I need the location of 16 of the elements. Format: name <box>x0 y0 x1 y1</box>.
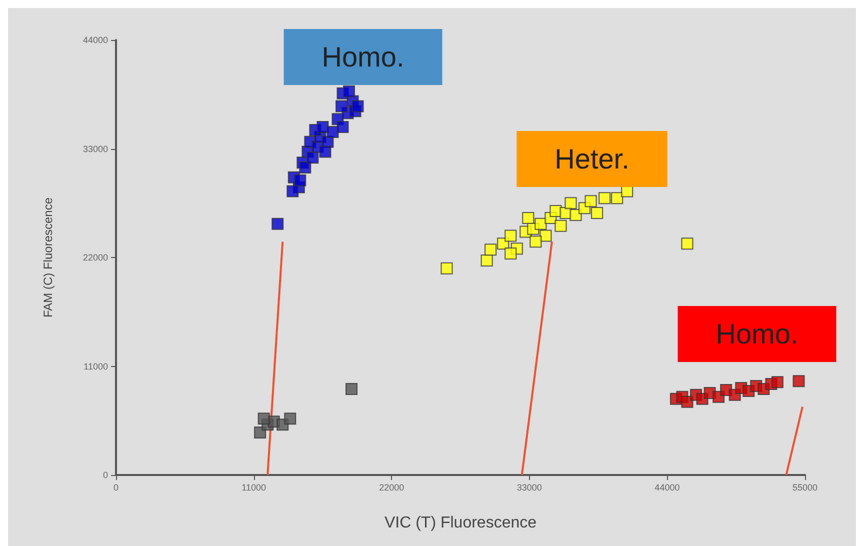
x-tick-label: 22000 <box>379 482 404 492</box>
x-tick-label: 0 <box>113 482 119 492</box>
x-tick-label: 33000 <box>516 482 542 492</box>
y-tick-label: 44000 <box>82 35 108 45</box>
y-tick-label: 22000 <box>82 252 108 262</box>
x-tick-label: 55000 <box>792 482 818 492</box>
x-tick-label: 11000 <box>242 482 266 492</box>
y-tick-label: 0 <box>102 470 108 480</box>
annotation: Homo. <box>322 42 404 72</box>
annotation: Heter. <box>554 144 630 174</box>
y-tick-label: 11000 <box>84 361 108 372</box>
x-axis-title: VIC (T) Fluorescence <box>384 514 537 532</box>
y-axis-title: FAM (C) Fluorescence <box>41 197 55 318</box>
x-tick-label: 44000 <box>654 482 680 492</box>
y-tick-label: 33000 <box>82 144 108 154</box>
annotation: Homo. <box>716 318 798 350</box>
